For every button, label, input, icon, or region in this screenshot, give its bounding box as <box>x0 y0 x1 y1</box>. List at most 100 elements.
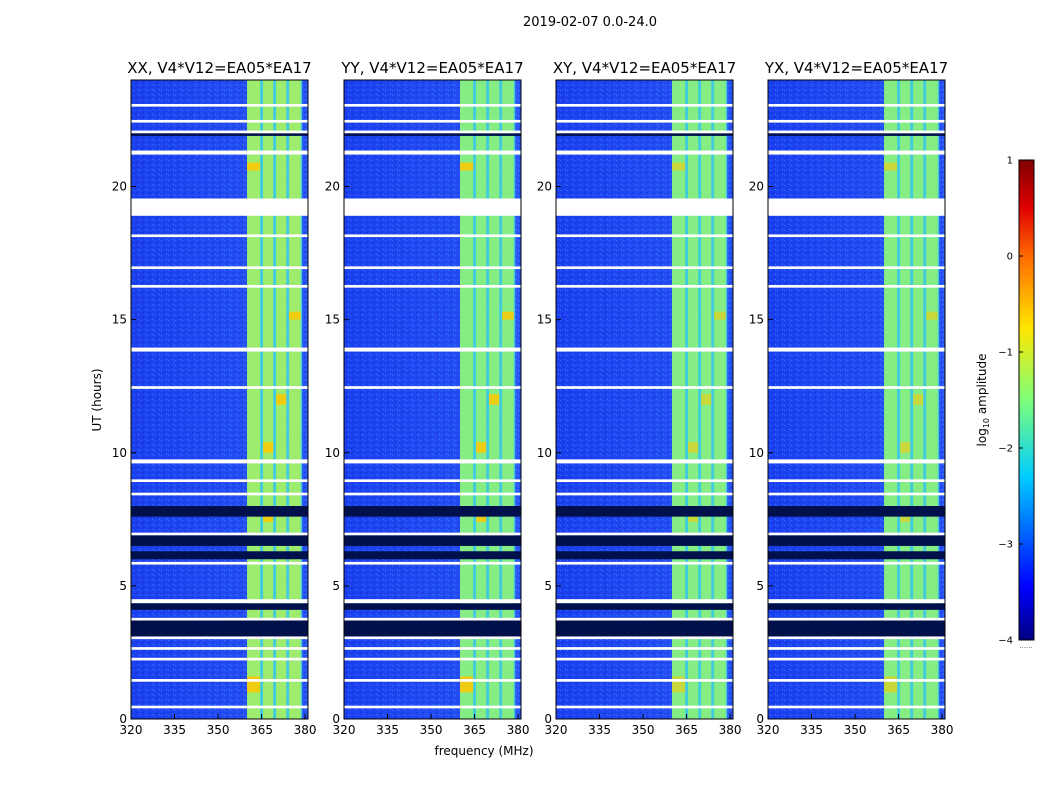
data-gap <box>344 636 521 640</box>
rfi-hotspot <box>263 442 274 453</box>
y-tick-label: 15 <box>537 313 552 327</box>
bad-data-row <box>556 506 733 517</box>
data-gap <box>344 347 521 352</box>
y-tick-label: 5 <box>544 579 552 593</box>
x-tick-label: 335 <box>588 723 611 737</box>
data-gap <box>768 130 945 134</box>
x-tick-label: 320 <box>120 723 143 737</box>
data-gap <box>131 532 308 536</box>
rfi-hotspot <box>926 311 938 320</box>
panel-title: YY, V4*V12=EA05*EA17 <box>340 59 523 77</box>
data-gap <box>131 479 308 483</box>
data-gap <box>556 647 733 650</box>
bad-data-row <box>556 551 733 560</box>
data-gap <box>131 150 308 155</box>
data-gap <box>344 386 521 389</box>
y-axis-label: UT (hours) <box>90 368 104 431</box>
data-gap <box>768 459 945 464</box>
data-gap <box>556 130 733 134</box>
panel-frame <box>555 79 734 720</box>
data-gap <box>556 492 733 496</box>
colorbar-label-main: log <box>975 428 989 446</box>
rfi-hotspot <box>489 394 500 405</box>
y-tick-label: 20 <box>325 180 340 194</box>
data-gap <box>768 119 945 123</box>
rfi-band-stripe <box>900 80 911 719</box>
bad-data-row <box>131 535 308 546</box>
data-gap <box>131 119 308 123</box>
colorbar-label-sub: 10 <box>982 418 991 428</box>
bad-data-row <box>131 133 308 136</box>
data-gap <box>344 130 521 134</box>
rfi-band-stripe <box>926 80 938 719</box>
data-gap <box>344 234 521 238</box>
bad-data-row <box>768 551 945 560</box>
panel: XY, V4*V12=EA05*EA17 320 335 350 365 380 0 5 10 1… <box>537 59 742 737</box>
colorbar-tick-label: −1 <box>998 348 1013 359</box>
bad-data-row <box>131 551 308 560</box>
data-gap <box>768 492 945 496</box>
data-gap <box>556 234 733 238</box>
data-gap <box>556 459 733 464</box>
data-gap <box>556 679 733 682</box>
colorbar-label: log10 amplitude <box>975 354 991 447</box>
bad-data-row <box>131 603 308 610</box>
bad-data-row <box>556 535 733 546</box>
panel: XX, V4*V12=EA05*EA17 320 335 350 365 380 0 5 10 1… <box>112 59 317 737</box>
panel-frame <box>130 79 309 720</box>
rfi-hotspot <box>714 311 726 320</box>
data-gap <box>768 234 945 238</box>
colorbar-tick-label: −4 <box>998 636 1013 647</box>
panel: YX, V4*V12=EA05*EA17 320 335 350 365 380 0 5 10 1… <box>749 59 954 737</box>
rfi-hotspot <box>476 442 487 453</box>
panel-frame <box>767 79 946 720</box>
x-tick-label: 365 <box>675 723 698 737</box>
data-gap <box>768 636 945 640</box>
data-gap <box>344 479 521 483</box>
rfi-hotspot <box>688 516 699 522</box>
rfi-hotspot <box>276 394 287 405</box>
data-gap <box>344 119 521 123</box>
rfi-hotspot <box>900 442 911 453</box>
y-tick-label: 15 <box>325 313 340 327</box>
data-gap <box>131 459 308 464</box>
data-gap <box>131 103 308 107</box>
data-gap <box>131 492 308 496</box>
bad-data-row <box>768 133 945 136</box>
y-tick-label: 10 <box>749 446 764 460</box>
data-gap <box>344 647 521 650</box>
x-tick-label: 380 <box>719 723 742 737</box>
data-gap <box>556 599 733 604</box>
data-gap <box>768 657 945 661</box>
data-gap <box>556 636 733 640</box>
data-gap <box>768 198 945 216</box>
x-axis-label: frequency (MHz) <box>434 744 533 758</box>
data-gap <box>344 492 521 496</box>
panel-title: XX, V4*V12=EA05*EA17 <box>127 59 311 77</box>
data-gap <box>344 679 521 682</box>
y-tick-label: 20 <box>749 180 764 194</box>
rfi-band-stripe <box>476 80 487 719</box>
data-gap <box>344 266 521 270</box>
colorbar-extra: ...... <box>1019 642 1032 650</box>
x-tick-label: 320 <box>545 723 568 737</box>
data-gap <box>344 705 521 709</box>
rfi-hotspot <box>701 394 712 405</box>
data-gap <box>556 285 733 288</box>
data-gap <box>131 347 308 352</box>
y-tick-label: 20 <box>112 180 127 194</box>
data-gap <box>344 561 521 565</box>
data-gap <box>556 119 733 123</box>
data-gap <box>556 150 733 155</box>
data-gap <box>344 617 521 621</box>
data-gap <box>556 657 733 661</box>
y-tick-label: 0 <box>756 712 764 726</box>
data-gap <box>768 266 945 270</box>
y-tick-label: 10 <box>537 446 552 460</box>
data-gap <box>131 617 308 621</box>
data-gap <box>131 266 308 270</box>
data-gap <box>556 347 733 352</box>
y-tick-label: 10 <box>112 446 127 460</box>
data-gap <box>768 599 945 604</box>
x-tick-label: 335 <box>800 723 823 737</box>
